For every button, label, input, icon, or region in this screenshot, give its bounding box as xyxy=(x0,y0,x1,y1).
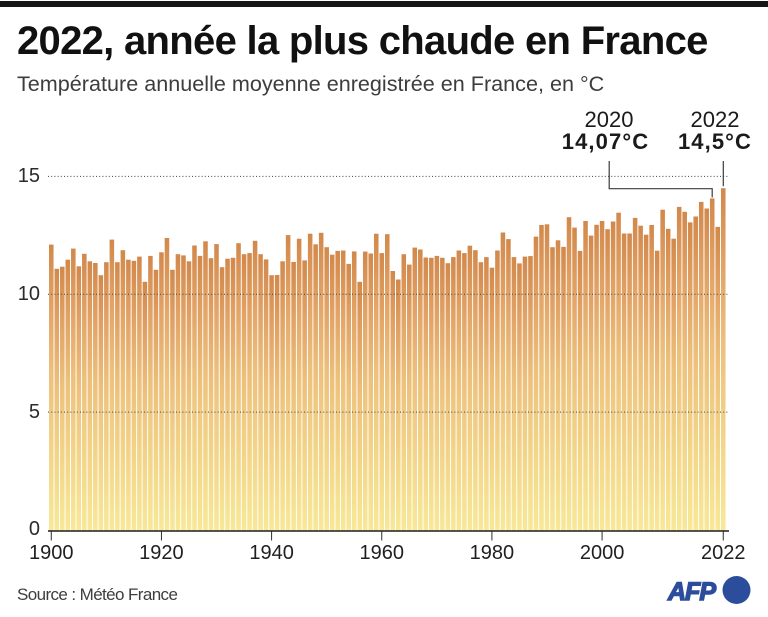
svg-text:AFP: AFP xyxy=(667,578,716,606)
